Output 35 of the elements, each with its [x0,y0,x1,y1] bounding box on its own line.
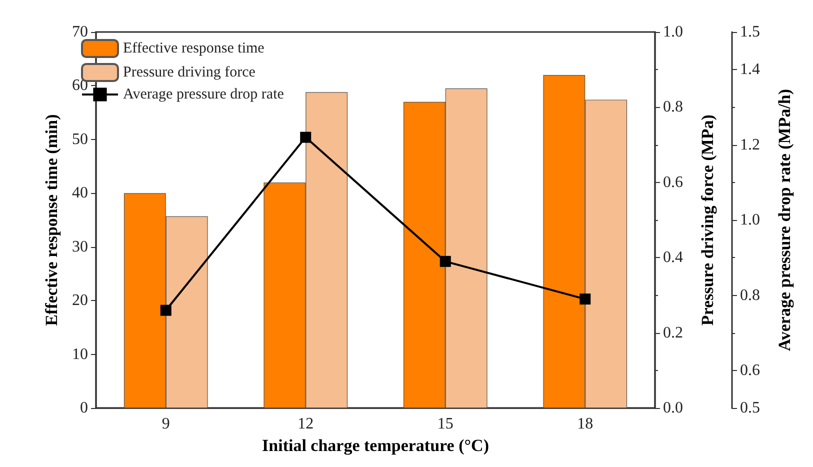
y3-tick-label: 0.5 [740,400,760,417]
y-tick-label: 30 [72,238,88,256]
legend-label: Pressure driving force [123,64,256,80]
y3-tick-label: 0.8 [740,286,760,304]
y3-tick-label: 1.0 [740,212,760,229]
y-tick-label: 40 [72,184,88,202]
y2-tick-label: 0.2 [663,324,683,342]
y-axis-title: Effective response time (min) [42,114,61,326]
y-tick-label: 20 [72,292,88,310]
point [440,256,451,267]
y2-tick-label: 0.6 [663,174,683,191]
x-axis-title: Initial charge temperature (°C) [262,436,489,455]
x-tick-label: 15 [437,416,454,433]
y3-tick-label: 1.2 [740,136,760,154]
y-tick-label: 10 [72,346,88,363]
point [300,132,312,143]
y3-tick-label: 1.4 [740,61,760,78]
y2-tick-label: 1.0 [663,24,683,40]
y-tick-label: 0 [80,400,88,417]
y2-tick-label: 0.4 [663,249,683,266]
point [160,304,172,316]
x-tick-label: 18 [577,416,594,433]
legend-label: Average pressure drop rate [123,86,284,102]
x-tick-label: 9 [162,416,170,433]
y-tick-label: 50 [72,130,88,148]
y2-tick-label: 0.8 [663,98,683,116]
legend-label: Effective response time [123,40,265,56]
y3-axis-title: Average pressure drop rate (MPa/h) [775,88,794,352]
point [580,294,591,305]
y2-axis-title: Pressure driving force (MPa) [698,114,717,326]
y2-tick-label: 0.0 [663,400,683,417]
y-tick-label: 70 [72,24,88,40]
x-tick-label: 12 [298,416,314,433]
y3-tick-label: 0.6 [740,362,760,379]
y3-tick-label: 1.5 [740,24,760,40]
